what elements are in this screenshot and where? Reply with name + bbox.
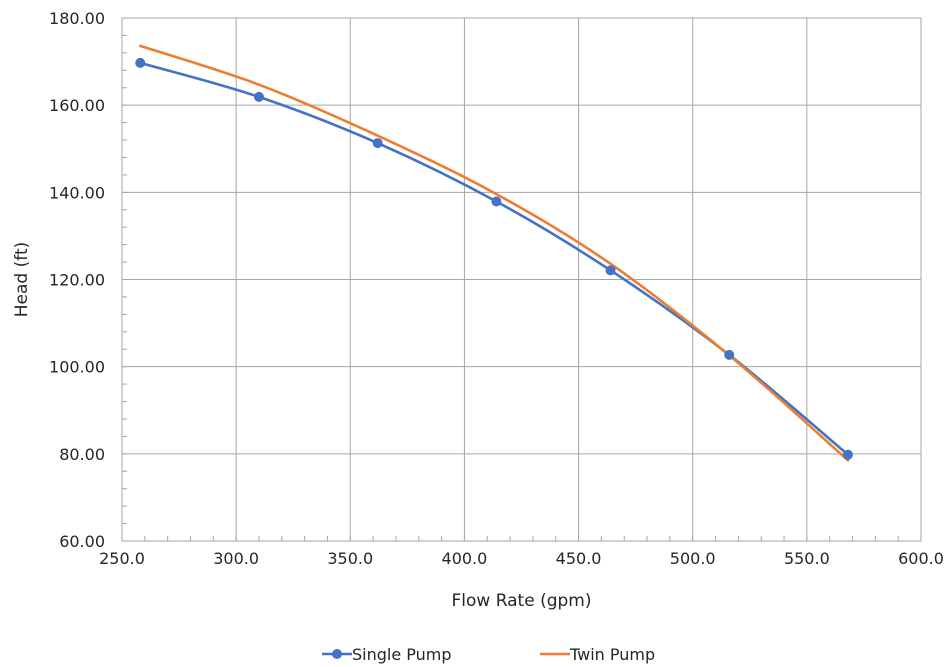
single-pump-point — [491, 196, 502, 207]
x-tick-label: 600.0 — [898, 549, 944, 568]
single-pump-point — [372, 138, 383, 149]
y-axis-title: Head (ft) — [12, 242, 32, 317]
x-tick-labels: 250.0 300.0 350.0 400.0 450.0 500.0 550.0 600.0 — [99, 549, 944, 568]
series-layer — [135, 44, 853, 462]
y-tick-label: 120.00 — [49, 271, 105, 290]
x-tick-label: 250.0 — [99, 549, 145, 568]
single-pump-point — [605, 265, 616, 276]
minor-tick-marks — [121, 17, 922, 542]
y-tick-label: 140.00 — [49, 183, 105, 202]
y-tick-label: 160.00 — [49, 96, 105, 115]
legend: Single Pump Twin Pump — [322, 645, 655, 664]
x-tick-label: 300.0 — [213, 549, 259, 568]
y-tick-label: 60.00 — [59, 532, 105, 551]
x-tick-label: 450.0 — [556, 549, 602, 568]
twin-pump-legend-label: Twin Pump — [569, 645, 655, 664]
single-pump-point — [842, 449, 853, 460]
x-tick-label: 550.0 — [784, 549, 830, 568]
x-tick-label: 500.0 — [670, 549, 716, 568]
single-pump-line — [138, 61, 850, 457]
x-tick-label: 400.0 — [442, 549, 488, 568]
grid-lines — [121, 17, 922, 542]
twin-pump-line — [138, 44, 850, 462]
y-tick-label: 80.00 — [59, 445, 105, 464]
single-pump-legend-marker — [332, 649, 342, 659]
single-pump-legend-label: Single Pump — [352, 645, 452, 664]
single-pump-point — [135, 57, 146, 68]
x-axis-title: Flow Rate (gpm) — [451, 591, 591, 611]
x-tick-label: 350.0 — [327, 549, 373, 568]
single-pump-point — [724, 349, 735, 360]
y-tick-label: 180.00 — [49, 9, 105, 28]
y-tick-labels: 60.00 80.00 100.00 120.00 140.00 160.00 180.00 — [49, 9, 105, 551]
y-tick-label: 100.00 — [49, 358, 105, 377]
single-pump-point — [253, 91, 264, 102]
